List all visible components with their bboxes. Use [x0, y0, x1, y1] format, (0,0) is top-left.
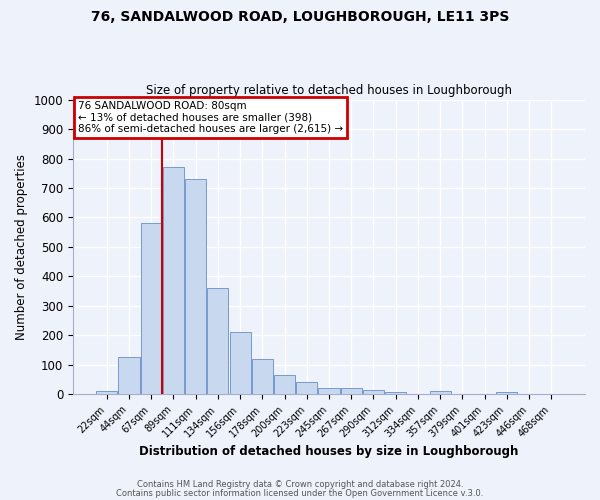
Text: 76, SANDALWOOD ROAD, LOUGHBOROUGH, LE11 3PS: 76, SANDALWOOD ROAD, LOUGHBOROUGH, LE11 … [91, 10, 509, 24]
Text: Contains public sector information licensed under the Open Government Licence v.: Contains public sector information licen… [116, 488, 484, 498]
Bar [118, 356, 140, 395]
Bar [430, 392, 451, 394]
Bar [185, 179, 206, 394]
Bar [496, 392, 517, 394]
Title: Size of property relative to detached houses in Loughborough: Size of property relative to detached ho… [146, 84, 512, 97]
Bar [163, 168, 184, 394]
X-axis label: Distribution of detached houses by size in Loughborough: Distribution of detached houses by size … [139, 444, 518, 458]
Bar [341, 388, 362, 394]
Bar [96, 392, 117, 394]
Text: Contains HM Land Registry data © Crown copyright and database right 2024.: Contains HM Land Registry data © Crown c… [137, 480, 463, 489]
Y-axis label: Number of detached properties: Number of detached properties [15, 154, 28, 340]
Bar [207, 288, 229, 395]
Bar [140, 224, 162, 394]
Bar [385, 392, 406, 394]
Bar [252, 359, 273, 394]
Bar [296, 382, 317, 394]
Bar [274, 375, 295, 394]
Bar [363, 390, 384, 394]
Bar [230, 332, 251, 394]
Bar [319, 388, 340, 394]
Text: 76 SANDALWOOD ROAD: 80sqm
← 13% of detached houses are smaller (398)
86% of semi: 76 SANDALWOOD ROAD: 80sqm ← 13% of detac… [78, 101, 343, 134]
